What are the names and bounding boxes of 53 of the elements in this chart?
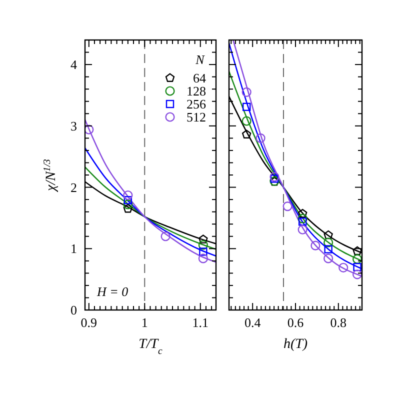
point <box>298 208 308 218</box>
y-tick-label: 4 <box>70 57 78 72</box>
point <box>242 87 252 97</box>
point <box>282 201 292 212</box>
point <box>199 248 208 256</box>
point <box>298 214 308 224</box>
point <box>123 204 133 213</box>
point <box>242 130 252 138</box>
point <box>242 102 251 111</box>
point <box>298 218 307 226</box>
point <box>160 232 170 242</box>
point <box>242 116 252 126</box>
point <box>198 240 208 250</box>
point <box>352 270 362 280</box>
point <box>352 254 362 264</box>
x-tick-label: 0.6 <box>287 315 304 330</box>
point <box>270 174 279 183</box>
y-tick-label: 2 <box>70 180 77 195</box>
point <box>256 133 266 143</box>
point <box>123 200 133 210</box>
y-tick-label: 1 <box>70 241 77 256</box>
point <box>353 262 362 272</box>
point <box>352 246 362 256</box>
point <box>124 196 132 204</box>
legend-label: 64 <box>193 70 206 86</box>
point <box>198 234 208 244</box>
x-tick-label: 0.8 <box>330 315 347 330</box>
point <box>324 238 334 248</box>
x-tick-label: 1.1 <box>192 315 209 330</box>
x-tick-label: 1 <box>141 315 148 330</box>
point <box>198 254 208 264</box>
y-tick-label: 3 <box>70 118 77 134</box>
legend-label: 256 <box>186 96 206 112</box>
point <box>298 224 308 234</box>
point <box>324 245 332 254</box>
annotation: H = 0 <box>96 284 129 299</box>
line-series <box>85 166 216 250</box>
point <box>324 230 333 240</box>
point <box>270 172 280 182</box>
point <box>338 262 348 272</box>
legend-label: 512 <box>186 110 206 124</box>
x-tick-label: 0.4 <box>244 315 262 330</box>
point <box>123 190 133 200</box>
legend-title: N <box>194 52 206 67</box>
point <box>324 254 334 264</box>
x-axis-title: T/T$_{c}$ <box>138 337 164 356</box>
line-series <box>85 147 216 257</box>
x-axis-title: h(T) <box>283 337 308 352</box>
y-tick-label: 0 <box>70 302 77 318</box>
x-tick-label: 0.9 <box>80 315 98 330</box>
point <box>310 240 320 250</box>
legend-label: 128 <box>186 84 206 98</box>
point <box>85 124 94 134</box>
